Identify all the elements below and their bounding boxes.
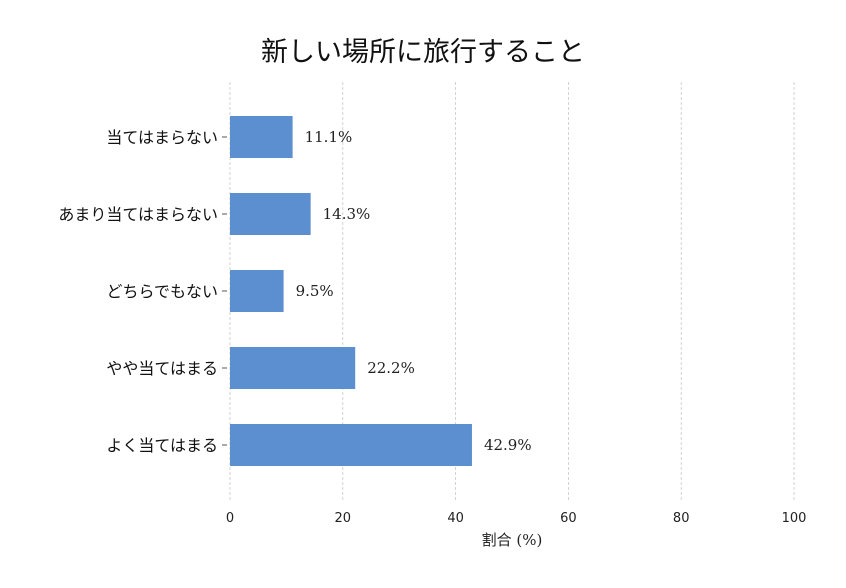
x-axis-title: 割合 (%) [482, 531, 543, 549]
category-label: 当てはまらない [106, 128, 218, 147]
bar [230, 424, 472, 466]
chart-title: 新しい場所に旅行すること [261, 37, 585, 68]
grid-lines [222, 82, 795, 500]
category-label: よく当てはまる [106, 436, 218, 455]
data-label: 22.2% [367, 359, 415, 377]
data-label: 14.3% [323, 205, 371, 223]
bars [230, 116, 472, 466]
x-tick-label: 100 [782, 511, 807, 526]
data-label: 11.1% [305, 128, 353, 146]
bar [230, 193, 311, 235]
x-tick-label: 40 [447, 511, 464, 526]
data-label: 42.9% [484, 436, 532, 454]
bar [230, 116, 293, 158]
category-label: あまり当てはまらない [58, 205, 218, 224]
labels: 0 20 40 60 80 100 当てはまらない 11.1% あまり当てはまらない 14.3% ど… [58, 128, 806, 526]
category-label: やや当てはまる [106, 359, 218, 378]
category-label: どちらでもない [106, 282, 218, 301]
x-tick-label: 0 [226, 511, 234, 526]
x-tick-label: 80 [673, 511, 690, 526]
x-tick-label: 60 [560, 511, 577, 526]
bar [230, 347, 356, 389]
x-tick-label: 20 [335, 511, 352, 526]
bar [230, 270, 284, 312]
data-label: 9.5% [296, 282, 334, 300]
